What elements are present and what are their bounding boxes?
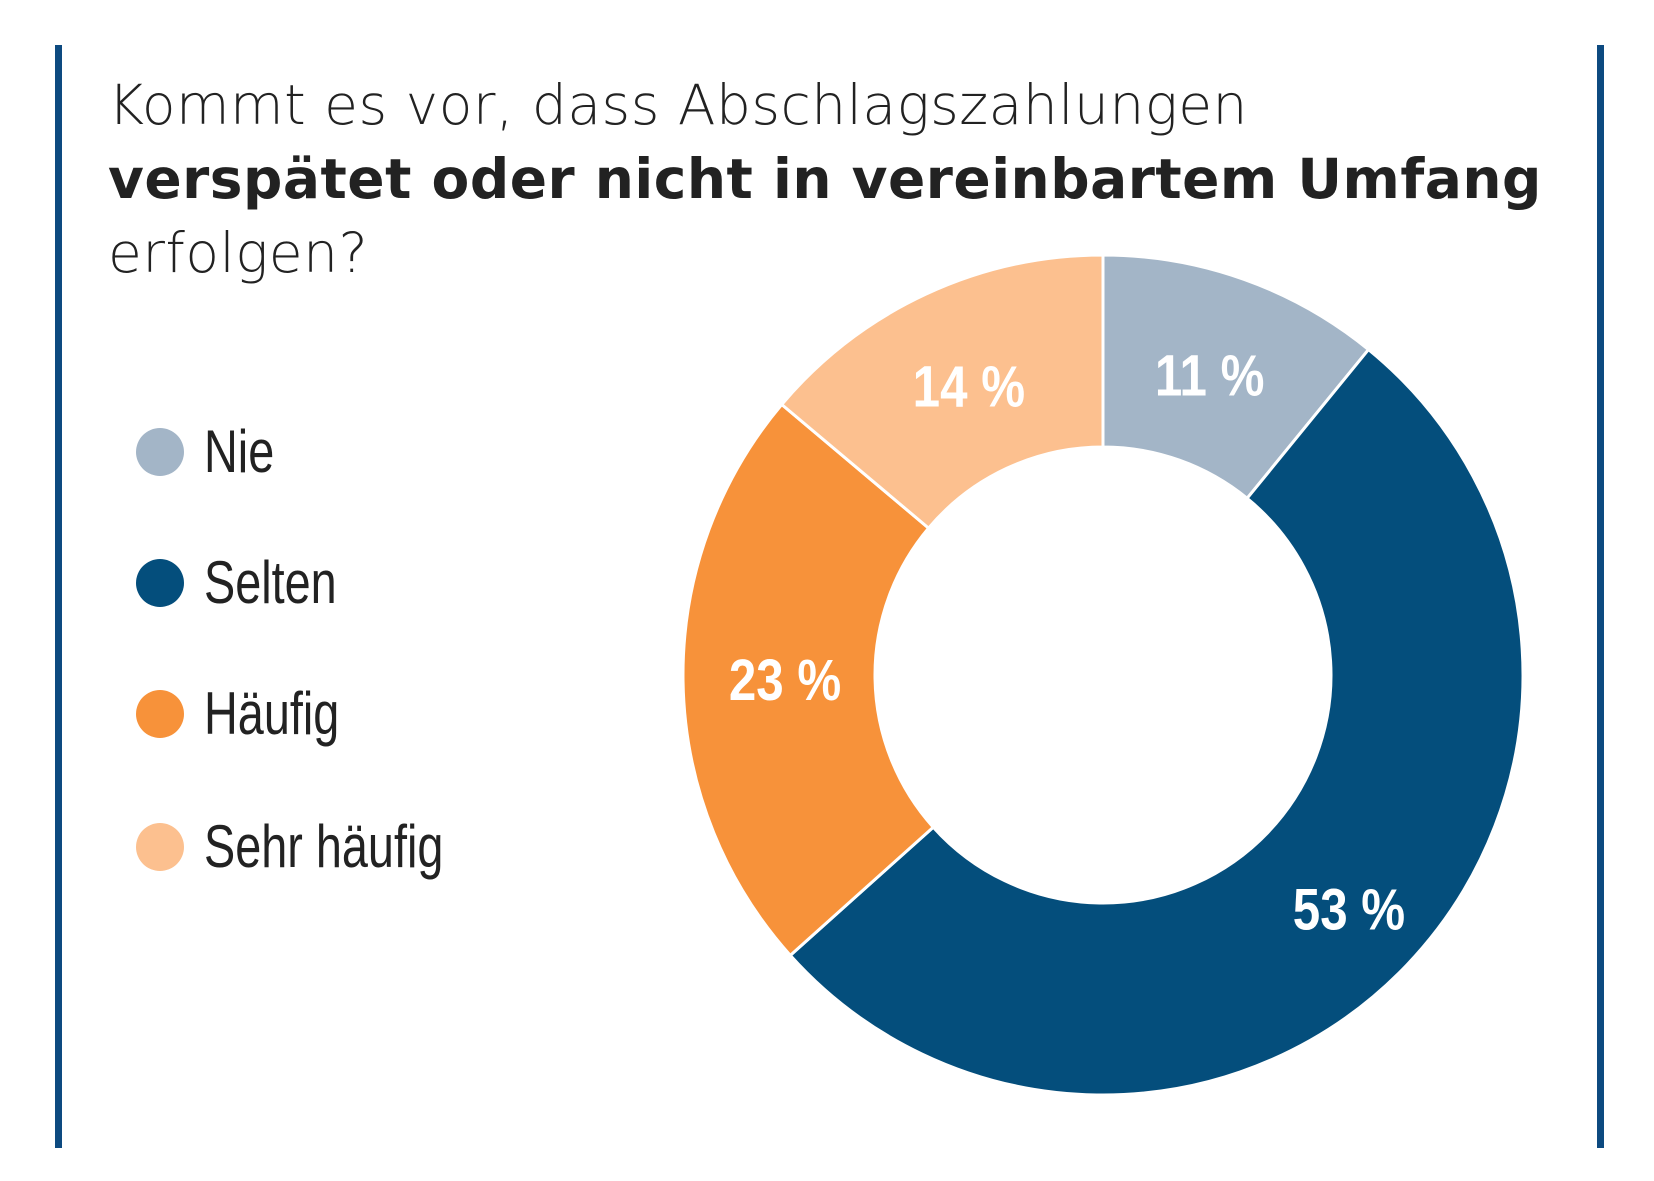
legend-label: Häufig [204, 680, 340, 747]
legend-item: Sehr häufig [136, 812, 511, 881]
legend-item: Häufig [136, 679, 377, 748]
title-line-2: verspätet oder nicht in vereinbartem Umf… [108, 147, 1542, 211]
legend-swatch [136, 427, 184, 476]
legend-swatch [136, 558, 184, 607]
title-line-1: Kommt es vor, dass Abschlagszahlungen [108, 73, 1248, 137]
donut-slice [788, 347, 1525, 1097]
frame-right-bar [1597, 45, 1604, 1148]
legend-swatch [136, 689, 184, 738]
legend-label: Nie [204, 418, 275, 485]
data-label: 14 % [913, 355, 1025, 420]
data-label: 23 % [729, 648, 841, 713]
legend-item: Selten [136, 548, 374, 617]
donut-slice [681, 402, 936, 958]
donut-slice [779, 253, 1105, 531]
data-label: 11 % [1155, 344, 1265, 409]
title-line-3: erfolgen? [108, 221, 369, 285]
legend-label: Selten [204, 549, 337, 616]
data-label: 53 % [1293, 878, 1405, 943]
frame-left-bar [55, 45, 62, 1148]
legend-swatch [136, 822, 184, 871]
legend-label: Sehr häufig [204, 813, 444, 880]
chart-title: Kommt es vor, dass Abschlagszahlungen ve… [108, 68, 1542, 290]
legend-item: Nie [136, 417, 294, 486]
